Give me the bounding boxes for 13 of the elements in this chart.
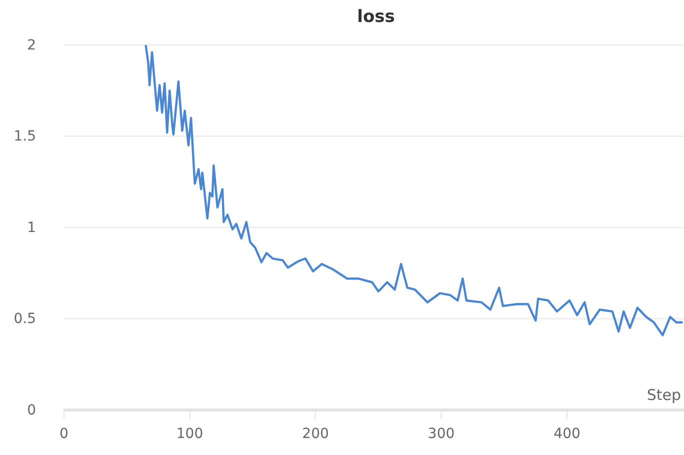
y-tick-label: 0.5 (14, 311, 36, 328)
chart-title: loss (357, 7, 395, 27)
y-tick-label: 1 (27, 220, 36, 236)
x-tick-label: 100 (176, 426, 204, 442)
x-tick-label: 200 (302, 426, 329, 442)
x-tick-label: 0 (60, 426, 68, 442)
y-tick-label: 2 (27, 37, 36, 54)
x-tick-label: 300 (428, 426, 455, 442)
x-tick-label: 400 (554, 426, 580, 442)
y-tick-label: 1.5 (14, 128, 36, 145)
x-axis-title: Step (646, 386, 681, 404)
y-tick-label: 0 (27, 402, 36, 418)
line-series (144, 44, 684, 336)
